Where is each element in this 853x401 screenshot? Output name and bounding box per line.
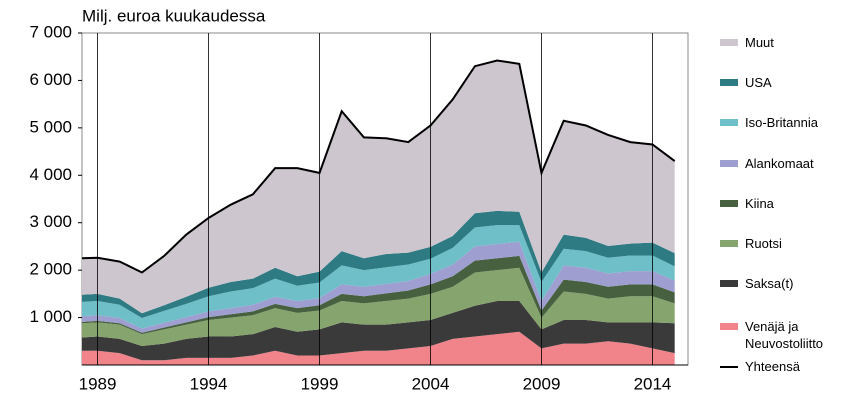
total-line — [81, 59, 676, 274]
y-tick-label: 4 000 — [29, 165, 72, 184]
area — [82, 210, 675, 319]
area — [82, 255, 675, 335]
x-tick-label: 1989 — [79, 374, 117, 393]
area — [82, 331, 675, 365]
area — [82, 267, 675, 347]
x-tick-label: 1994 — [190, 374, 228, 393]
y-tick-label: 6 000 — [29, 70, 72, 89]
y-tick-label: 1 000 — [29, 307, 72, 326]
y-tick-label: 3 000 — [29, 212, 72, 231]
areas — [82, 60, 675, 365]
x-tick-label: 2014 — [634, 374, 672, 393]
chart-title: Milj. euroa kuukaudessa — [82, 6, 266, 25]
area — [82, 300, 675, 361]
y-tick-label: 7 000 — [29, 22, 72, 41]
x-tick-label: 2009 — [523, 374, 561, 393]
x-tick-label: 2004 — [412, 374, 450, 393]
area — [82, 60, 675, 314]
y-tick-label: 2 000 — [29, 260, 72, 279]
area — [82, 225, 675, 329]
area — [82, 241, 675, 333]
x-tick-label: 1999 — [301, 374, 339, 393]
y-tick-label: 5 000 — [29, 117, 72, 136]
